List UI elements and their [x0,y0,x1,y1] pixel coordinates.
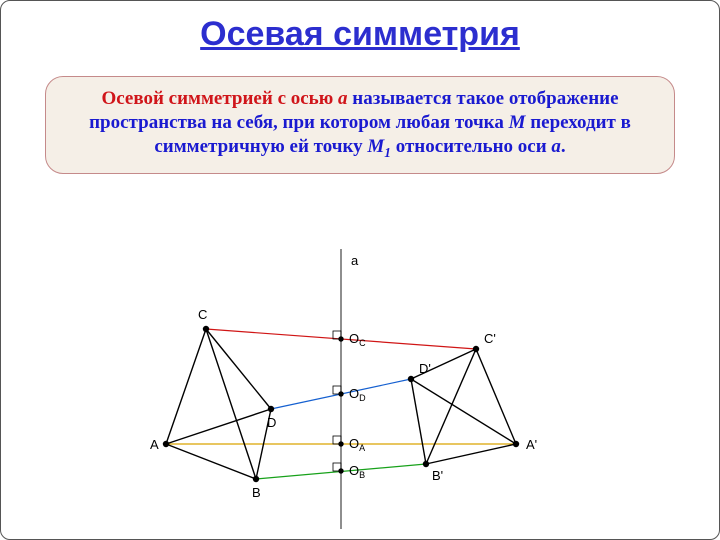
axis-point-label-D: OD [349,386,366,403]
edge-Ap-Cp [476,349,516,444]
edge-Ap-Bp [426,444,516,464]
edge-A-B [166,444,256,479]
edge-A-D [166,409,271,444]
edge-C-D [206,329,271,409]
point-Bp [423,461,429,467]
point-label-D: D [267,415,276,430]
point-D [268,406,274,412]
axis-point-label-A: OA [349,436,365,453]
point-label-Cp: C' [484,331,496,346]
edge-B-C [206,329,256,479]
edge-A-C [166,329,206,444]
point-A [163,441,169,447]
axis-label: a [351,253,359,268]
axis-point-label-C: OC [349,331,366,348]
point-Cp [473,346,479,352]
edge-Ap-Dp [411,379,516,444]
point-Ap [513,441,519,447]
definition-box: Осевой симметрией с осью a называется та… [45,76,675,174]
point-label-B: B [252,485,261,500]
axis-point-label-B: OB [349,463,365,480]
point-label-Dp: D' [419,361,431,376]
definition-text: Осевой симметрией с осью a называется та… [89,88,631,157]
page-title: Осевая симметрия [1,15,719,54]
point-Dp [408,376,414,382]
symmetry-diagram: a OA OB OC OD A B C D A' B' C' D' [1,239,720,539]
edge-Bp-Cp [426,349,476,464]
point-label-C: C [198,307,207,322]
point-label-Bp: B' [432,468,443,483]
edge-Bp-Dp [411,379,426,464]
point-B [253,476,259,482]
slide-frame: Осевая симметрия Осевой симметрией с ось… [0,0,720,540]
point-label-Ap: A' [526,437,537,452]
point-label-A: A [150,437,159,452]
point-C [203,326,209,332]
